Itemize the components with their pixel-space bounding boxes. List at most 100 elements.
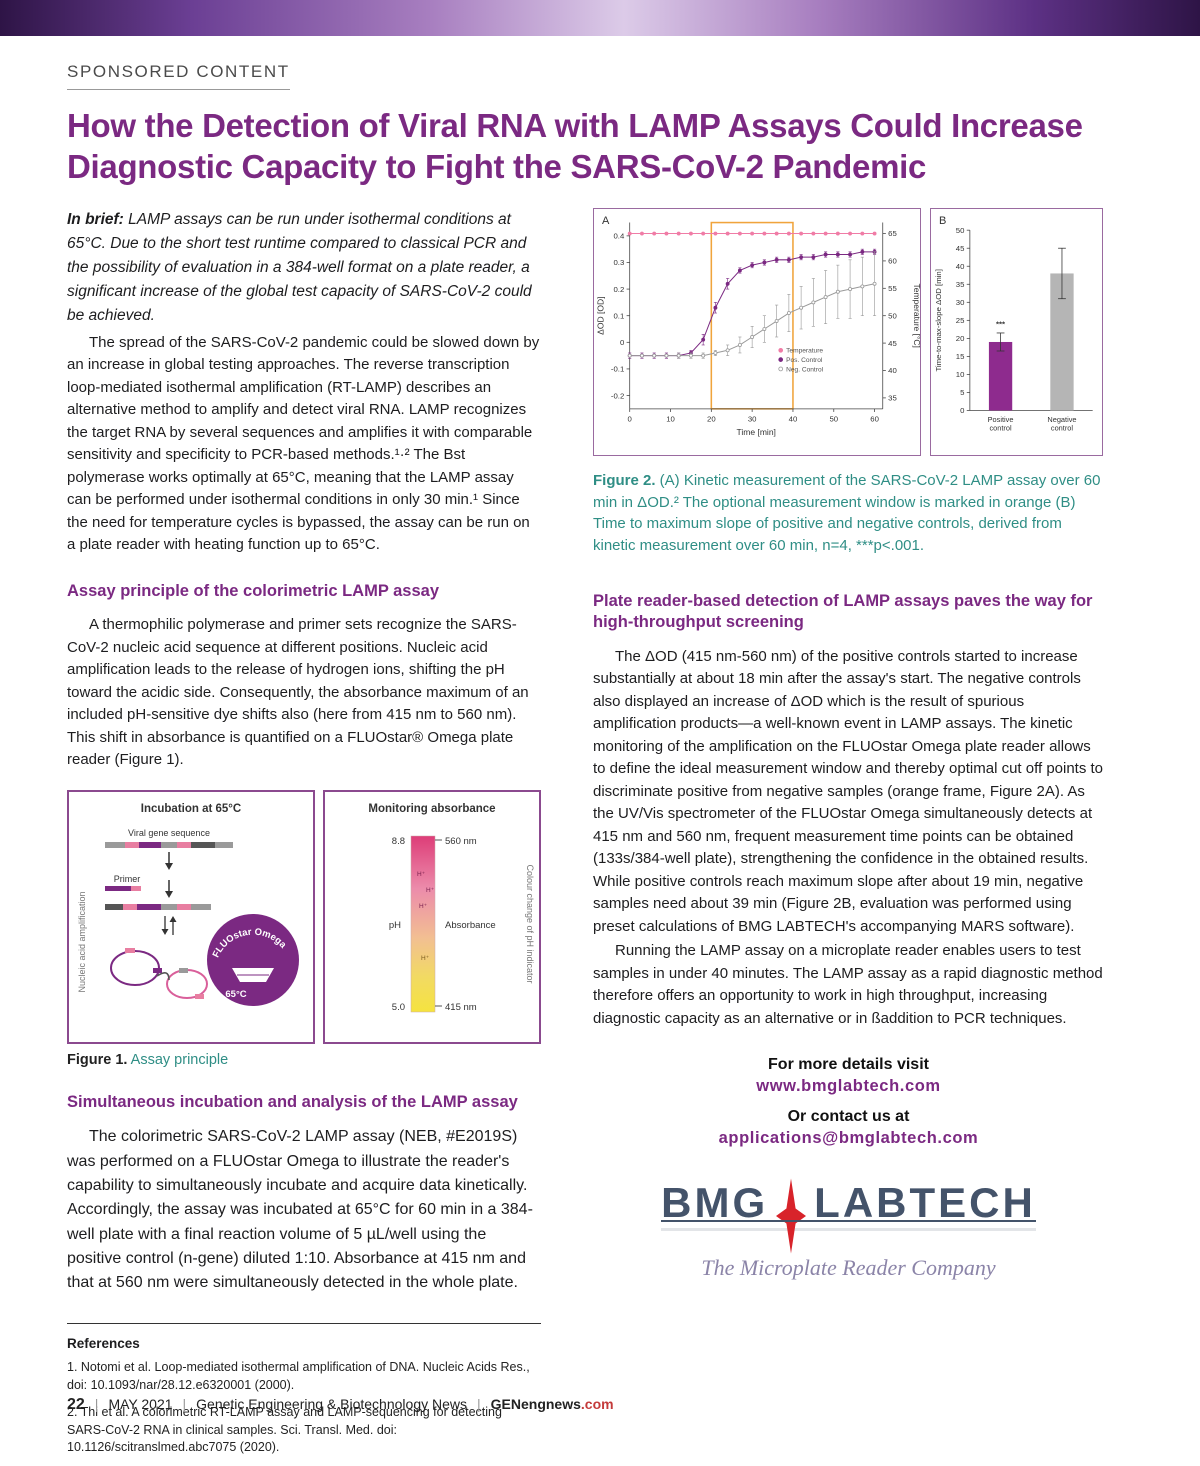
logo-labtech-text: LABTECH xyxy=(814,1179,1036,1227)
svg-text:10: 10 xyxy=(666,414,675,423)
h-plus-icon: H⁺ xyxy=(417,871,426,878)
plate-reader-paragraph: The ΔOD (415 nm-560 nm) of the positive … xyxy=(593,647,1104,935)
svg-text:0.1: 0.1 xyxy=(613,311,624,320)
svg-text:35: 35 xyxy=(888,393,897,402)
left-column: In brief: LAMP assays can be run under i… xyxy=(67,208,541,1466)
figure1-caption: Figure 1. Assay principle xyxy=(67,1052,541,1068)
svg-text:0.4: 0.4 xyxy=(613,231,624,240)
svg-text:60: 60 xyxy=(888,256,897,265)
figure1-right-axis-label: Colour change of pH indicator xyxy=(525,864,535,983)
footer-separator: | xyxy=(477,1396,481,1412)
svg-text:control: control xyxy=(989,424,1011,433)
svg-text:0.2: 0.2 xyxy=(613,285,624,294)
email-link[interactable]: applications@bmglabtech.com xyxy=(718,1129,979,1148)
down-arrow-icon xyxy=(165,851,173,870)
figure2-panel-b-label: B xyxy=(939,214,947,227)
incubation-temp-label: 65°C xyxy=(225,989,246,1000)
svg-text:20: 20 xyxy=(956,334,965,343)
svg-text:Temperature [°C]: Temperature [°C] xyxy=(912,283,920,347)
ph-label: pH xyxy=(389,920,401,931)
logo-baseline xyxy=(661,1220,1036,1223)
figure2: A 0 10 20 30 40 50 60 0.4 0.3 0.2 0.1 0 -0.1 -0.2 65 60… xyxy=(593,207,1104,456)
footer-separator: | xyxy=(182,1396,187,1412)
figure1-right-title: Monitoring absorbance xyxy=(368,803,495,815)
figure1-caption-text: Assay principle xyxy=(130,1051,229,1068)
figure2-panel-a: A 0 10 20 30 40 50 60 0.4 0.3 0.2 0.1 0 -0.1 -0.2 65 60… xyxy=(593,207,921,456)
svg-text:50: 50 xyxy=(829,414,838,423)
svg-text:40: 40 xyxy=(789,414,798,423)
figure2-caption-label: Figure 2. xyxy=(593,471,656,489)
bmg-labtech-logo: BMG LABTECH xyxy=(593,1178,1104,1254)
logo-bmg-text: BMG xyxy=(661,1179,769,1227)
section-heading-simultaneous: Simultaneous incubation and analysis of … xyxy=(67,1092,518,1111)
absorbance-label: Absorbance xyxy=(445,920,496,931)
svg-text:Time [min]: Time [min] xyxy=(737,427,776,437)
svg-text:control: control xyxy=(1051,424,1073,433)
ph-bottom-value: 5.0 xyxy=(392,1002,405,1013)
svg-text:15: 15 xyxy=(956,352,965,361)
footer-separator: | xyxy=(94,1396,99,1412)
article-title: How the Detection of Viral RNA with LAMP… xyxy=(67,107,1083,185)
intro-paragraph: The spread of the SARS-CoV-2 pandemic co… xyxy=(67,333,540,554)
figure2-panel-b: B 0 5 10 15 20 25 30 35 40 45 50 Positive control Neg… xyxy=(930,207,1103,456)
in-brief-paragraph: In brief: LAMP assays can be run under i… xyxy=(67,208,541,328)
svg-text:Neg. Control: Neg. Control xyxy=(786,366,823,373)
section-heading-assay-principle: Assay principle of the colorimetric LAMP… xyxy=(67,581,439,600)
svg-text:50: 50 xyxy=(888,311,897,320)
ph-gradient-bar xyxy=(410,835,436,1013)
section-heading-plate-reader: Plate reader-based detection of LAMP ass… xyxy=(593,591,1093,632)
running-lamp-paragraph: Running the LAMP assay on a microplate r… xyxy=(593,942,1103,1027)
primer-bar-icon xyxy=(105,885,141,891)
svg-text:ΔOD [OD]: ΔOD [OD] xyxy=(595,296,605,334)
publication-name: Genetic Engineering & Biotechnology News xyxy=(196,1396,467,1412)
issue-date: MAY 2021 xyxy=(108,1396,173,1412)
figure1-left-panel: Incubation at 65°C Nucleic acid amplific… xyxy=(67,789,315,1044)
figure1-caption-label: Figure 1. xyxy=(67,1051,128,1068)
figure1-right-panel: Monitoring absorbance 8.8 560 nm pH Abso… xyxy=(323,789,541,1044)
svg-text:Temperature: Temperature xyxy=(786,347,823,354)
svg-text:5: 5 xyxy=(960,388,964,397)
svg-text:***: *** xyxy=(996,320,1006,329)
svg-text:50: 50 xyxy=(956,226,965,235)
primer-label: Primer xyxy=(114,874,141,884)
wavelength-bottom-label: 415 nm xyxy=(445,1002,477,1013)
figure1: Incubation at 65°C Nucleic acid amplific… xyxy=(67,789,541,1044)
h-plus-icon: H⁺ xyxy=(421,955,430,962)
svg-text:0.3: 0.3 xyxy=(613,258,624,267)
site-link[interactable]: GENengnews.com xyxy=(491,1396,614,1412)
page-footer: 22 | MAY 2021 | Genetic Engineering & Bi… xyxy=(67,1396,614,1414)
site-tld: .com xyxy=(580,1396,614,1412)
svg-text:55: 55 xyxy=(888,284,897,293)
page-content: SPONSORED CONTENT How the Detection of V… xyxy=(0,36,1200,1466)
svg-text:Pos. Control: Pos. Control xyxy=(786,357,823,364)
svg-text:0: 0 xyxy=(628,414,632,423)
chart-time-to-max-slope: 0 5 10 15 20 25 30 35 40 45 50 Positive control Negat… xyxy=(931,209,1102,455)
svg-text:Positive: Positive xyxy=(988,415,1014,424)
svg-text:45: 45 xyxy=(956,244,965,253)
h-plus-icon: H⁺ xyxy=(426,887,435,894)
svg-text:Time-to-max-slope ΔOD [min]: Time-to-max-slope ΔOD [min] xyxy=(934,269,943,371)
viral-gene-sequence-label: Viral gene sequence xyxy=(128,828,210,838)
cta-visit-text: For more details visit xyxy=(768,1056,929,1074)
h-plus-icon: H⁺ xyxy=(419,903,428,910)
amplified-strand-bar-icon xyxy=(105,903,211,910)
top-gradient-banner xyxy=(0,0,1200,36)
svg-text:-0.2: -0.2 xyxy=(611,391,624,400)
ph-top-value: 8.8 xyxy=(392,836,405,847)
in-brief-text: LAMP assays can be run under isothermal … xyxy=(67,210,532,324)
in-brief-label: In brief: xyxy=(67,210,124,228)
absorbance-diagram: Monitoring absorbance 8.8 560 nm pH Abso… xyxy=(368,803,535,1013)
right-column: A 0 10 20 30 40 50 60 0.4 0.3 0.2 0.1 0 -0.1 -0.2 65 60… xyxy=(593,207,1104,1466)
website-link[interactable]: www.bmglabtech.com xyxy=(756,1077,941,1096)
svg-text:10: 10 xyxy=(956,370,965,379)
simultaneous-paragraph: The colorimetric SARS-CoV-2 LAMP assay (… xyxy=(67,1128,533,1292)
down-arrow-icon xyxy=(165,879,173,898)
assay-principle-paragraph: A thermophilic polymerase and primer set… xyxy=(67,616,529,769)
figure2-caption: Figure 2. (A) Kinetic measurement of the… xyxy=(593,470,1104,557)
svg-text:20: 20 xyxy=(707,414,716,423)
svg-text:0: 0 xyxy=(620,338,624,347)
red-star-icon xyxy=(776,1178,807,1254)
svg-text:40: 40 xyxy=(956,262,965,271)
svg-text:Negative: Negative xyxy=(1047,415,1076,424)
incubation-diagram: Incubation at 65°C Nucleic acid amplific… xyxy=(77,803,299,1006)
